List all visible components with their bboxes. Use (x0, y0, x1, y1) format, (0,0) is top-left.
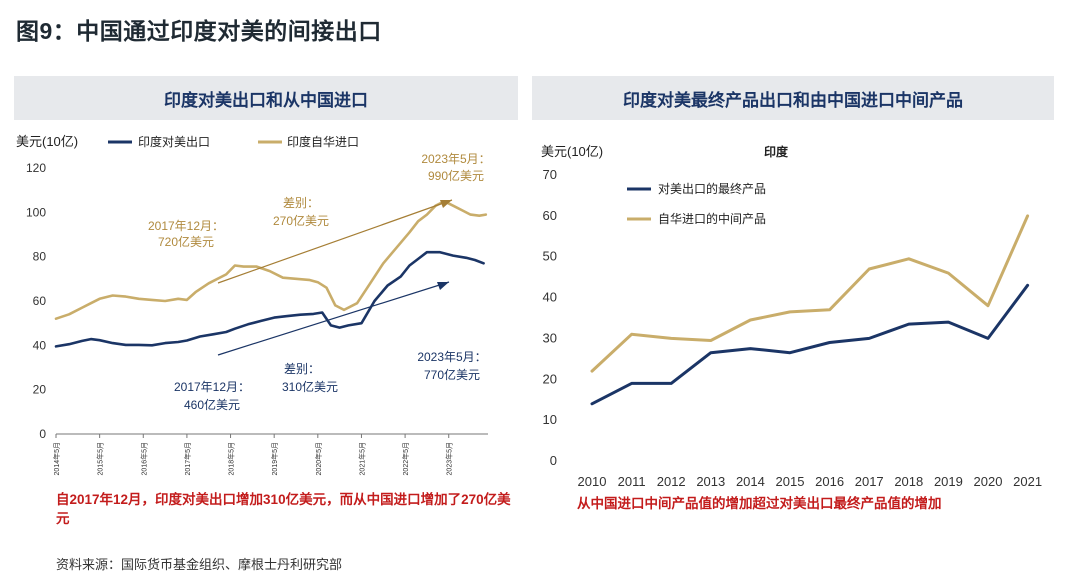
annot-gold-diff-1: 差别： (283, 196, 319, 210)
right-ylabel: 美元(10亿) (541, 144, 603, 159)
annot-navy-diff-1: 差别： (284, 362, 320, 376)
left-panel-title: 印度对美出口和从中国进口 (14, 76, 518, 120)
right-y-tick-label: 50 (543, 249, 557, 264)
left-series-line-2 (54, 200, 488, 321)
left-x-tick-label: 2023年5月 (445, 442, 454, 475)
left-y-tick-label: 80 (33, 250, 47, 264)
right-y-tick-label: 70 (543, 167, 557, 182)
navy-arrow-head (437, 282, 449, 290)
right-y-tick-label: 60 (543, 208, 557, 223)
figure-title: 图9：中国通过印度对美的间接出口 (16, 18, 382, 44)
annot-gold-start-1: 2017年12月： (148, 219, 224, 233)
left-x-tick-label: 2019年5月 (270, 442, 279, 475)
annot-gold-end-1: 2023年5月： (421, 152, 490, 166)
left-y-tick-label: 120 (26, 161, 46, 175)
right-y-tick-label: 20 (543, 371, 557, 386)
right-x-tick-label: 2013 (696, 474, 725, 489)
left-x-tick-label: 2016年5月 (139, 442, 148, 475)
left-x-tick-label: 2022年5月 (401, 442, 410, 475)
left-x-tick-label: 2021年5月 (357, 442, 366, 475)
left-y-tick-label: 20 (33, 383, 47, 397)
left-y-tick-label: 60 (33, 294, 47, 308)
left-x-tick-label: 2014年5月 (52, 442, 61, 475)
gold-arrow-head (440, 200, 452, 208)
left-y-tick-label: 0 (39, 427, 46, 441)
right-y-tick-label: 40 (543, 290, 557, 305)
right-x-tick-label: 2018 (894, 474, 923, 489)
left-x-tick-label: 2020年5月 (314, 442, 323, 475)
legend-left-series-2: 印度自华进口 (287, 134, 359, 149)
annot-navy-diff-2: 310亿美元 (282, 379, 338, 394)
left-ylabel: 美元(10亿) (16, 134, 78, 149)
right-x-tick-label: 2012 (657, 474, 686, 489)
right-y-tick-label: 30 (543, 330, 557, 345)
right-x-tick-label: 2015 (776, 474, 805, 489)
left-lines (54, 200, 488, 348)
annot-navy-end-1: 2023年5月： (417, 350, 486, 364)
annot-gold-end-2: 990亿美元 (428, 168, 484, 183)
annot-gold-start-2: 720亿美元 (158, 234, 214, 249)
right-series-line-2 (590, 214, 1030, 373)
legend-right-series-1: 对美出口的最终产品 (658, 181, 766, 196)
annot-navy-start-2: 460亿美元 (184, 397, 240, 412)
right-y-tick-label: 0 (550, 453, 557, 468)
annot-gold-diff-2: 270亿美元 (273, 213, 329, 228)
right-x-tick-label: 2020 (974, 474, 1003, 489)
left-series-line-1 (54, 250, 485, 348)
right-panel-title: 印度对美最终产品出口和由中国进口中间产品 (532, 76, 1054, 120)
left-x-tick-label: 2015年5月 (96, 442, 105, 475)
right-x-tick-label: 2021 (1013, 474, 1042, 489)
source-note: 资料来源：国际货币基金组织、摩根士丹利研究部 (56, 557, 343, 572)
right-x-tick-label: 2010 (578, 474, 607, 489)
right-note: 从中国进口中间产品值的增加超过对美出口最终产品值的增加 (577, 496, 942, 511)
left-axis: 0 20 40 60 80 100 120 2014年5月 2015年5月 2016年5月 2017… (26, 161, 488, 475)
right-x-tick-label: 2016 (815, 474, 844, 489)
right-lines (590, 214, 1030, 406)
legend-left-series-1: 印度对美出口 (138, 134, 210, 149)
left-y-tick-label: 40 (33, 338, 47, 352)
right-x-tick-label: 2017 (855, 474, 884, 489)
left-x-tick-label: 2018年5月 (227, 442, 236, 475)
right-x-tick-label: 2019 (934, 474, 963, 489)
right-x-tick-label: 2014 (736, 474, 765, 489)
right-x-tick-label: 2011 (618, 474, 646, 489)
annot-navy-end-2: 770亿美元 (424, 367, 480, 382)
right-axis: 0 10 20 30 40 50 60 70 2010 2011 2012 2013 2014 2015 2… (543, 167, 1043, 489)
right-y-tick-label: 10 (543, 412, 557, 427)
gold-gap-arrow (217, 199, 453, 284)
navy-gap-arrow (217, 281, 450, 356)
left-y-tick-label: 100 (26, 205, 46, 219)
left-x-tick-label: 2017年5月 (183, 442, 192, 475)
right-series-line-1 (590, 283, 1030, 406)
legend-right-series-2: 自华进口的中间产品 (658, 211, 766, 226)
left-note: 自2017年12月，印度对美出口增加310亿美元，而从中国进口增加了270亿美元 (56, 492, 511, 526)
right-subtitle: 印度 (764, 144, 789, 159)
annot-navy-start-1: 2017年12月： (174, 380, 250, 394)
